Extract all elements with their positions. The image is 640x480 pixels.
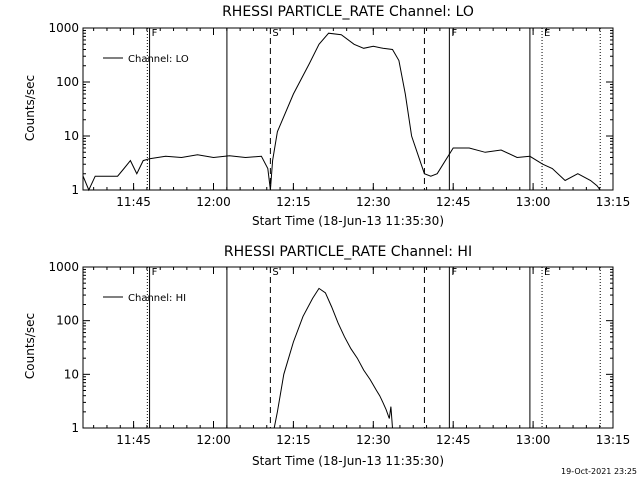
panel-hi-ytick-label: 100 bbox=[56, 314, 79, 328]
panel-hi-marker-label: E bbox=[544, 267, 550, 278]
panel-lo-xtick-label: 13:00 bbox=[516, 195, 551, 209]
panel-lo-ytick-label: 1 bbox=[71, 183, 79, 197]
panel-hi-xtick-label: 11:45 bbox=[116, 433, 151, 447]
panel-lo-xtick-label: 13:15 bbox=[596, 195, 631, 209]
footer-date: 19-Oct-2021 23:25 bbox=[561, 467, 637, 476]
panel-hi-xtick-label: 12:15 bbox=[276, 433, 311, 447]
panel-lo-xtick-label: 12:00 bbox=[196, 195, 231, 209]
panel-hi-ytick-label: 1 bbox=[71, 421, 79, 435]
panel-lo-series-line bbox=[82, 32, 601, 192]
panel-hi-marker-label: S bbox=[272, 267, 278, 278]
panel-hi-ylabel: Counts/sec bbox=[23, 313, 37, 379]
panel-lo-ytick-label: 100 bbox=[56, 75, 79, 89]
panel-lo-xtick-label: 12:15 bbox=[276, 195, 311, 209]
panel-hi-legend-label: Channel: HI bbox=[128, 293, 186, 304]
panel-lo-xlabel: Start Time (18-Jun-13 11:35:30) bbox=[252, 214, 444, 228]
panel-lo-xtick-label: 12:45 bbox=[436, 195, 471, 209]
panel-lo-ytick-label: 1000 bbox=[48, 21, 79, 35]
panel-lo-xtick-label: 11:45 bbox=[116, 195, 151, 209]
panel-hi-series-line bbox=[273, 287, 393, 429]
panel-hi-ytick-label: 10 bbox=[64, 367, 79, 381]
panel-lo-xtick-label: 12:30 bbox=[356, 195, 391, 209]
panel-hi: RHESSI PARTICLE_RATE Channel: HI Start T… bbox=[23, 244, 630, 468]
panel-lo-title: RHESSI PARTICLE_RATE Channel: LO bbox=[222, 4, 474, 20]
panel-hi-ytick-label: 1000 bbox=[48, 260, 79, 274]
panel-hi-xtick-label: 12:45 bbox=[436, 433, 471, 447]
panel-lo-frame bbox=[82, 27, 614, 191]
panel-lo: RHESSI PARTICLE_RATE Channel: LO Start T… bbox=[23, 4, 630, 228]
panel-hi-xtick-label: 13:15 bbox=[596, 433, 631, 447]
panel-lo-legend-label: Channel: LO bbox=[128, 54, 189, 65]
panel-lo-marker-label: F bbox=[152, 28, 158, 39]
panel-lo-marker-label: E bbox=[544, 28, 550, 39]
panel-hi-xlabel: Start Time (18-Jun-13 11:35:30) bbox=[252, 454, 444, 468]
panel-lo-marker-label: S bbox=[272, 28, 278, 39]
panel-hi-marker-label: F bbox=[152, 267, 158, 278]
panel-hi-frame bbox=[82, 266, 614, 429]
panel-hi-marker-label: F bbox=[451, 267, 457, 278]
panel-hi-xtick-label: 12:30 bbox=[356, 433, 391, 447]
panel-hi-xtick-label: 13:00 bbox=[516, 433, 551, 447]
panel-lo-ylabel: Counts/sec bbox=[23, 75, 37, 141]
panel-hi-title: RHESSI PARTICLE_RATE Channel: HI bbox=[224, 244, 472, 260]
panel-lo-marker-label: F bbox=[451, 28, 457, 39]
panel-lo-ytick-label: 10 bbox=[64, 129, 79, 143]
panel-hi-xtick-label: 12:00 bbox=[196, 433, 231, 447]
